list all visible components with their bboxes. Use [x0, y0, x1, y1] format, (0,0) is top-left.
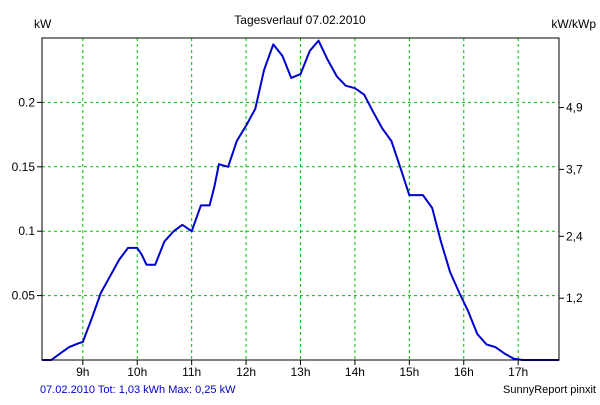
y-tick-label-left: 0.2: [18, 95, 35, 109]
y-tick-label-left: 0.05: [12, 289, 36, 303]
y-axis-ticks-left: 0.05 0.1 0.15 0.2: [12, 95, 42, 303]
y-tick-label-right: 2,4: [566, 229, 583, 243]
chart-title: Tagesverlauf 07.02.2010: [234, 13, 366, 27]
x-tick-label: 13h: [290, 365, 310, 379]
y-axis-label-right: kW/kWp: [551, 17, 596, 31]
y-tick-label-right: 1,2: [566, 291, 583, 305]
y-tick-label-right: 4,9: [566, 101, 583, 115]
x-tick-label: 10h: [127, 365, 147, 379]
x-tick-label: 16h: [454, 365, 474, 379]
grid: [42, 38, 559, 360]
x-tick-label: 12h: [236, 365, 256, 379]
x-tick-label: 14h: [345, 365, 365, 379]
y-tick-label-left: 0.1: [18, 224, 35, 238]
footer-summary: 07.02.2010 Tot: 1,03 kWh Max: 0,25 kW: [40, 384, 236, 396]
x-axis-ticks: 9h 10h 11h 12h 13h 14h 15h 16h 17h: [76, 360, 528, 379]
y-tick-label-left: 0.15: [12, 160, 36, 174]
y-axis-label-left: kW: [34, 17, 52, 31]
x-tick-label: 15h: [399, 365, 419, 379]
x-tick-label: 17h: [508, 365, 528, 379]
series-layer: [42, 39, 559, 361]
y-tick-label-right: 3,7: [566, 162, 583, 176]
x-tick-label: 11h: [182, 365, 201, 379]
series-line-power: [42, 39, 559, 361]
x-tick-label: 9h: [76, 365, 89, 379]
y-axis-ticks-right: 1,2 2,4 3,7 4,9: [559, 101, 583, 305]
footer-credit: SunnyReport pinxit: [503, 384, 596, 396]
